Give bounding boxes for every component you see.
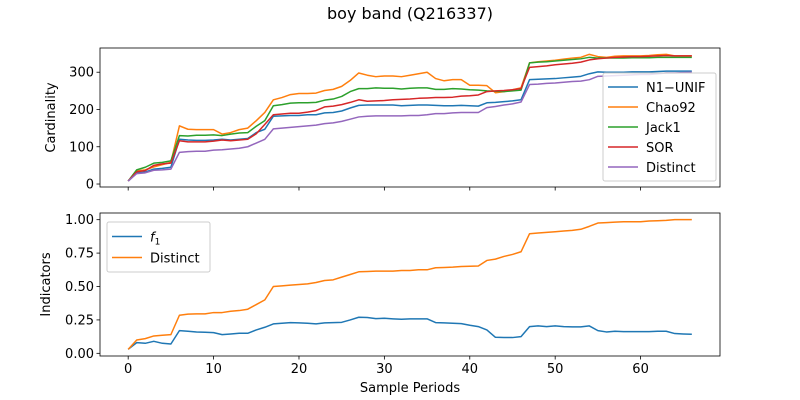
y-tick-label: 0.50 [65, 280, 94, 295]
y-axis-label: Cardinality [44, 82, 59, 153]
x-axis-label: Sample Periods [360, 381, 460, 396]
y-tick-label: 300 [69, 66, 94, 81]
legend-label: Jack1 [645, 121, 681, 136]
legend-label: SOR [646, 141, 674, 156]
legend-box [106, 221, 211, 273]
y-tick-label: 0 [86, 178, 94, 193]
x-tick-label: 0 [124, 362, 132, 377]
y-tick-label: 0.75 [65, 247, 94, 262]
series-line-top-4 [127, 71, 692, 182]
axes-frame [99, 212, 721, 357]
top-panel: 0 100 200 300 Cardinality N1−UNIF Chao92 Jack1 S… [44, 47, 721, 193]
x-tick-label: 50 [547, 362, 564, 377]
legend: N1−UNIF Chao92 Jack1 SOR Distinct [602, 72, 717, 182]
series-line-top-3 [127, 54, 692, 182]
bottom-panel: 0 10 20 30 40 50 60 0.00 0.25 0.50 0.75 1.00 Indicat… [39, 212, 721, 396]
figure-title: boy band (Q216337) [327, 4, 493, 23]
y-tick-label: 200 [69, 103, 94, 118]
y-axis-label: Indicators [39, 252, 54, 316]
legend: f1 Distinct [106, 221, 211, 273]
legend-label: f1 [150, 231, 160, 248]
x-tick-label: 30 [376, 362, 393, 377]
x-tick-label: 10 [205, 362, 222, 377]
x-tick-label: 20 [291, 362, 308, 377]
legend-label: Distinct [150, 252, 200, 267]
legend-label: N1−UNIF [646, 81, 705, 96]
x-tick-label: 60 [632, 362, 649, 377]
series-line-bottom-0 [127, 316, 692, 350]
y-tick-label: 1.00 [65, 213, 94, 228]
legend-box [602, 72, 717, 182]
series-line-bottom-1 [127, 218, 692, 350]
y-tick-label: 0.00 [65, 347, 94, 362]
legend-label: Chao92 [646, 101, 696, 116]
y-tick-label: 100 [69, 140, 94, 155]
y-tick-label: 0.25 [65, 313, 94, 328]
axes-frame [99, 47, 721, 188]
x-tick-label: 40 [462, 362, 479, 377]
series-line-top-0 [127, 70, 692, 182]
series-line-top-1 [127, 53, 692, 182]
legend-label: Distinct [646, 161, 696, 176]
